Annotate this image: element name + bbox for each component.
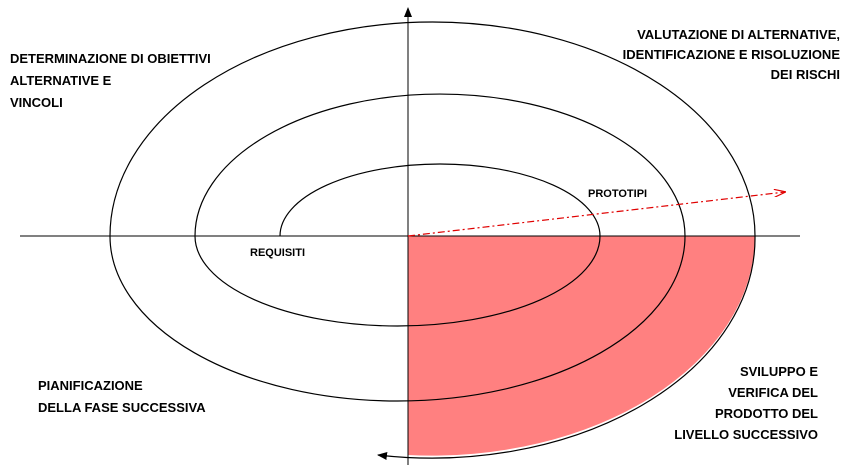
label-line: PRODOTTO DEL bbox=[715, 406, 818, 421]
label-line: VINCOLI bbox=[10, 95, 63, 110]
prototype-arrow bbox=[407, 192, 785, 237]
top-right-label: VALUTAZIONE DI ALTERNATIVE, IDENTIFICAZI… bbox=[623, 27, 841, 82]
label-line: DEI RISCHI bbox=[771, 67, 840, 82]
label-line: ALTERNATIVE E bbox=[10, 73, 112, 88]
label-line: SVILUPPO E bbox=[740, 364, 818, 379]
bottom-left-label: PIANIFICAZIONE DELLA FASE SUCCESSIVA bbox=[38, 378, 206, 415]
label-line: DELLA FASE SUCCESSIVA bbox=[38, 400, 206, 415]
label-line: VALUTAZIONE DI ALTERNATIVE, bbox=[637, 27, 840, 42]
top-left-label: DETERMINAZIONE DI OBIETTIVI ALTERNATIVE … bbox=[10, 51, 211, 110]
label-line: IDENTIFICAZIONE E RISOLUZIONE bbox=[623, 47, 841, 62]
development-quadrant bbox=[408, 236, 755, 456]
label-line: VERIFICA DEL bbox=[728, 385, 818, 400]
label-line: DETERMINAZIONE DI OBIETTIVI bbox=[10, 51, 211, 66]
bottom-right-label: SVILUPPO E VERIFICA DEL PRODOTTO DEL LIV… bbox=[674, 364, 818, 442]
label-line: LIVELLO SUCCESSIVO bbox=[674, 427, 818, 442]
spiral bbox=[109, 21, 756, 461]
prototypes-label: PROTOTIPI bbox=[588, 188, 647, 200]
requirements-label: REQUISITI bbox=[250, 247, 305, 259]
label-line: PIANIFICAZIONE bbox=[38, 378, 143, 393]
